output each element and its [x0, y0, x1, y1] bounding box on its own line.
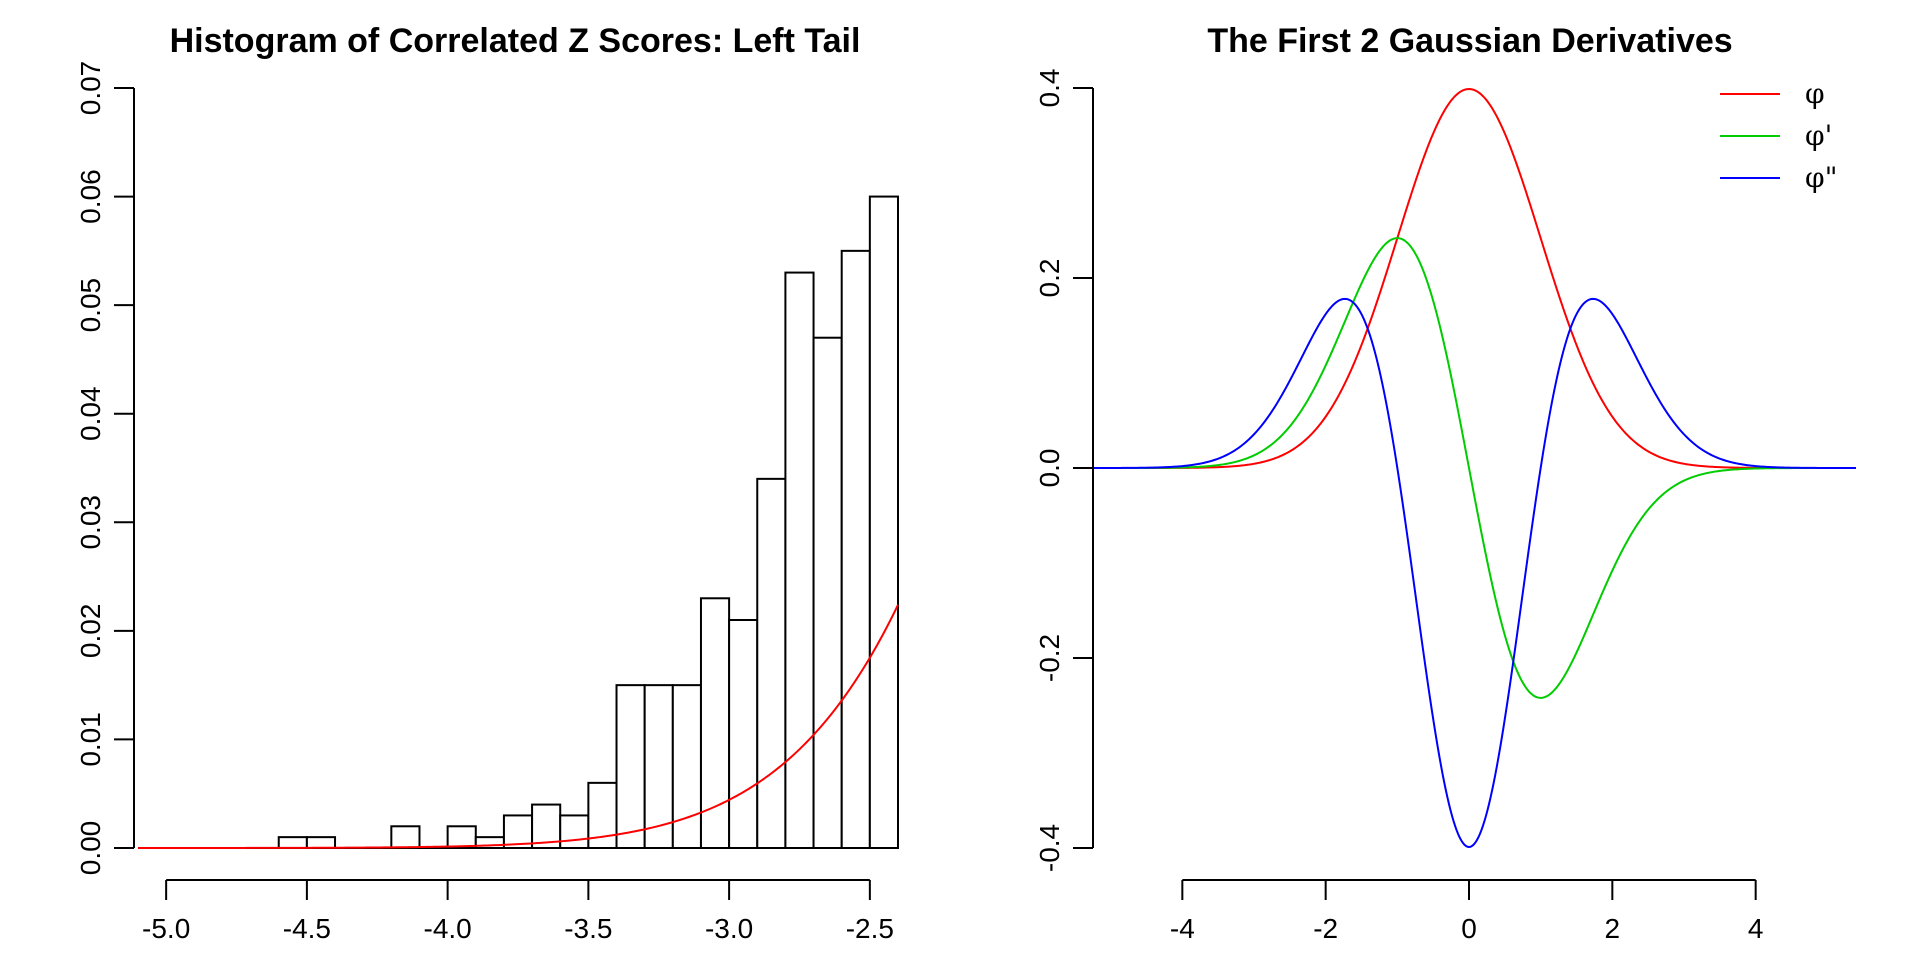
- histogram-bar: [277, 836, 308, 850]
- histogram-bar: [615, 684, 646, 850]
- y-tick-label: 0.06: [75, 169, 106, 224]
- y-tick-label: 0.0: [1034, 449, 1065, 488]
- legend-label: φ": [1805, 161, 1837, 194]
- histogram-bar: [812, 336, 843, 849]
- histogram-bars: [138, 195, 900, 850]
- x-tick-label: -2: [1313, 913, 1338, 944]
- y-tick-label: 0.02: [75, 604, 106, 659]
- legend-label: φ': [1805, 119, 1832, 152]
- gaussian-legend: φ φ' φ": [1720, 77, 1837, 194]
- x-tick-label: -4: [1170, 913, 1195, 944]
- series-line-3: [1081, 297, 1857, 849]
- y-tick-label: 0.07: [75, 61, 106, 116]
- gaussian-y-axis: -0.4 -0.2 0.0 0.2 0.4: [1034, 69, 1094, 872]
- gaussian-derivatives-chart: The First 2 Gaussian Derivatives -0.4-0.…: [1034, 22, 1857, 944]
- histogram-bar: [559, 814, 590, 850]
- x-tick-label: -4.5: [283, 913, 331, 944]
- x-tick-label: -4.0: [424, 913, 472, 944]
- histogram-bar: [671, 684, 702, 850]
- y-tick-label: 0.00: [75, 821, 106, 876]
- y-tick-label: 0.2: [1034, 259, 1065, 298]
- x-tick-label: 4: [1748, 913, 1764, 944]
- histogram-bar: [868, 195, 900, 850]
- histogram-title: Histogram of Correlated Z Scores: Left T…: [170, 22, 861, 60]
- series-line-2: [1082, 237, 1856, 699]
- histogram-bar: [305, 836, 337, 850]
- gaussian-series-lines: [1081, 87, 1857, 849]
- x-tick-label: 2: [1605, 913, 1621, 944]
- y-tick-label: 0.04: [75, 386, 106, 441]
- histogram-bar: [446, 825, 477, 849]
- histogram-bar: [756, 477, 787, 849]
- histogram-bar: [390, 825, 421, 849]
- y-tick-label: -0.2: [1034, 634, 1065, 682]
- gaussian-title: The First 2 Gaussian Derivatives: [1207, 22, 1732, 60]
- legend-label: φ: [1805, 77, 1825, 110]
- histogram-bar: [784, 271, 815, 850]
- gaussian-x-axis: -4 -2 0 2 4: [1170, 879, 1764, 944]
- series-line-1: [1082, 87, 1856, 469]
- histogram-x-axis: -5.0 -4.5 -4.0 -3.5 -3.0 -2.5: [142, 879, 894, 944]
- histogram-bar: [728, 619, 759, 849]
- y-tick-label: 0.01: [75, 712, 106, 767]
- histogram-chart: Histogram of Correlated Z Scores: Left T…: [75, 22, 900, 944]
- y-tick-label: 0.4: [1034, 69, 1065, 108]
- x-tick-label: -3.5: [564, 913, 612, 944]
- histogram-y-axis: 0.00 0.01 0.02 0.03 0.04 0.05 0.06 0.07: [75, 61, 135, 876]
- y-tick-label: 0.03: [75, 495, 106, 550]
- histogram-bar: [840, 249, 871, 850]
- y-tick-label: -0.4: [1034, 824, 1065, 872]
- x-tick-label: -2.5: [846, 913, 894, 944]
- x-tick-label: -5.0: [142, 913, 190, 944]
- normal-density-curve: [138, 604, 899, 849]
- x-tick-label: -3.0: [705, 913, 753, 944]
- x-tick-label: 0: [1461, 913, 1477, 944]
- y-tick-label: 0.05: [75, 278, 106, 333]
